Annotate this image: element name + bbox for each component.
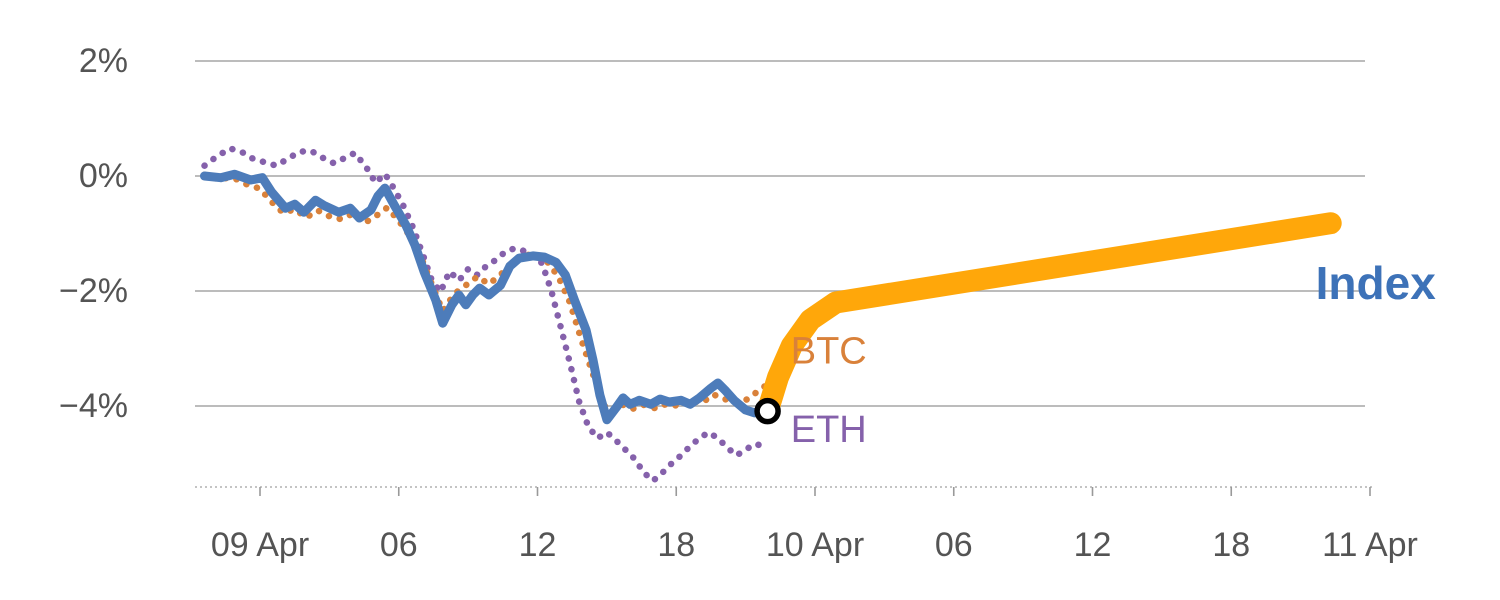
series-line-index-forecast [756, 212, 1342, 423]
series-label-btc: BTC [791, 330, 867, 372]
series-line-eth [201, 145, 773, 485]
x-tick-label-12: 12 [1074, 526, 1112, 564]
y-tick-label-2%: 2% [79, 42, 128, 80]
series-label-index: Index [1316, 257, 1437, 309]
series-lines [200, 145, 1342, 485]
x-tick-label-06: 06 [380, 526, 418, 564]
x-tick-label-18: 18 [1212, 526, 1250, 564]
x-tick-label-10 Apr: 10 Apr [766, 526, 864, 564]
forecast-start-marker [754, 397, 781, 425]
y-tick-label-−2%: −2% [59, 272, 128, 310]
series-line-index [200, 169, 770, 425]
series-labels: BTC ETH Index [791, 257, 1436, 451]
x-tick-label-11 Apr: 11 Apr [1322, 526, 1418, 564]
y-tick-label-0%: 0% [79, 157, 128, 195]
x-tick-label-06: 06 [935, 526, 973, 564]
x-tick-label-18: 18 [657, 526, 695, 564]
x-tick-label-09 Apr: 09 Apr [211, 526, 309, 564]
x-axis-labels: 09 Apr 06 12 18 10 Apr 06 12 18 11 Apr [211, 526, 1418, 564]
x-tick-label-12: 12 [519, 526, 557, 564]
series-label-eth: ETH [791, 409, 867, 451]
y-tick-label-−4%: −4% [59, 387, 128, 425]
x-axis [195, 486, 1374, 496]
y-axis-labels: 2% 0% −2% −4% [59, 42, 128, 425]
